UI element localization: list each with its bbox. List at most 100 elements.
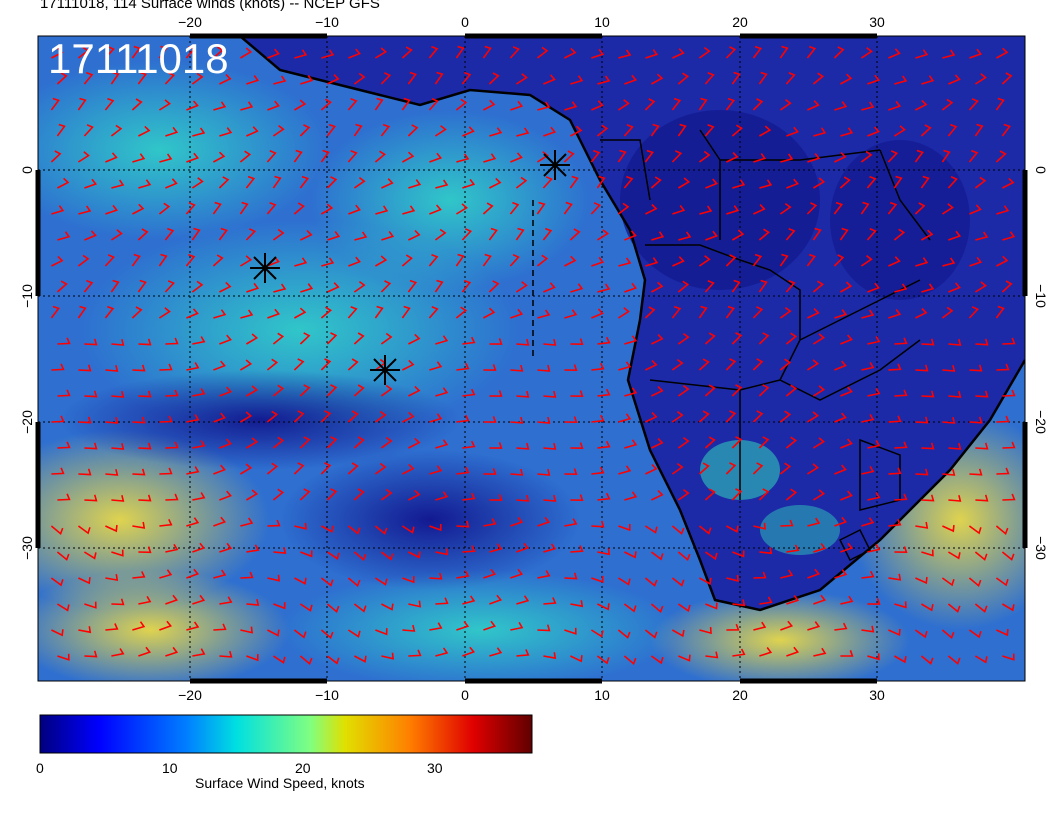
wind-barb [807,621,821,631]
wind-barb [915,99,928,111]
wind-barb [995,305,1005,319]
wind-barb [84,230,97,241]
wind-barb [245,489,259,501]
wind-barb [219,334,232,345]
wind-barb [353,436,365,449]
wind-barb [273,75,287,85]
wind-barb [860,47,873,59]
wind-barb [137,71,147,85]
wind-barb [510,308,524,319]
wind-barb [213,309,227,319]
wind-barb [219,127,233,137]
wind-barb [921,229,934,241]
wind-barb [408,385,421,397]
wind-barb [920,175,930,189]
wind-barb [219,490,232,501]
wind-barb [597,388,611,397]
wind-barb [618,413,632,423]
wind-barb [942,525,955,533]
wind-barb [456,466,470,475]
wind-barb [920,603,934,612]
wind-barb [975,338,989,346]
wind-barb [942,49,956,59]
wind-barb [894,283,908,293]
wind-barb [840,595,854,605]
wind-barb [483,153,497,163]
wind-barb [731,488,743,501]
wind-barb [132,468,146,476]
wind-barb [570,494,584,502]
wind-barb [570,125,583,137]
wind-barb [456,520,470,528]
wind-barb [111,549,124,557]
lon-tick-label: 30 [869,687,885,703]
wind-barb [375,205,389,215]
wind-barb [407,124,419,137]
wind-barb [645,463,658,475]
wind-barb [651,281,664,293]
wind-barb [132,416,146,424]
wind-barb [327,282,340,293]
wind-barb [888,256,901,267]
wind-barb [462,646,476,657]
wind-barb [353,488,365,501]
wind-barb [401,254,413,267]
wind-barb [218,176,230,189]
wind-barb [834,412,847,423]
wind-barb [942,257,956,267]
wind-barb [948,282,961,293]
wind-barb [246,75,260,85]
wind-barb [564,101,578,111]
wind-barb [969,48,983,59]
wind-barb [375,255,388,267]
wind-barb [813,594,827,605]
wind-barb [489,442,503,449]
wind-barb [785,332,798,345]
wind-barb [921,390,935,398]
wind-barb [867,439,881,449]
wind-barb [968,98,979,111]
wind-barb [752,45,763,59]
wind-barb [272,332,285,345]
wind-barb [353,551,367,562]
wind-barb [488,280,500,293]
wind-barb [267,629,280,637]
wind-barb [110,71,120,85]
wind-barb [677,123,687,137]
wind-barb [704,436,716,449]
wind-barb [888,48,901,59]
wind-barb [542,227,553,241]
wind-barb [969,416,983,424]
wind-barb [671,97,682,111]
wind-barb [806,359,819,371]
wind-barb [483,620,497,631]
wind-barb [677,280,690,293]
wind-barb [353,176,366,189]
wind-barb [888,415,902,423]
colorbar-title: Surface Wind Speed, knots [195,775,365,791]
wind-barb [159,518,173,527]
wind-barb [408,333,421,345]
wind-barb [543,494,557,502]
wind-barb [894,75,908,85]
lon-tick-label: −20 [178,687,202,703]
wind-barb [165,389,179,397]
wind-barb [941,629,955,640]
wind-barb [644,577,658,587]
wind-barb [515,227,525,241]
wind-barb [272,124,285,137]
wind-barb [861,570,875,579]
wind-barb [299,655,313,666]
wind-barb [219,542,233,553]
wind-barb [455,45,465,59]
wind-barb [159,467,173,475]
wind-barb [78,468,92,476]
wind-barb [326,384,338,397]
wind-barb [509,201,520,215]
wind-barb [570,545,584,553]
wind-barb [320,410,332,423]
wind-barb [834,622,848,631]
wind-barb [780,519,794,527]
wind-barb [348,256,361,267]
wind-barb [698,410,710,423]
